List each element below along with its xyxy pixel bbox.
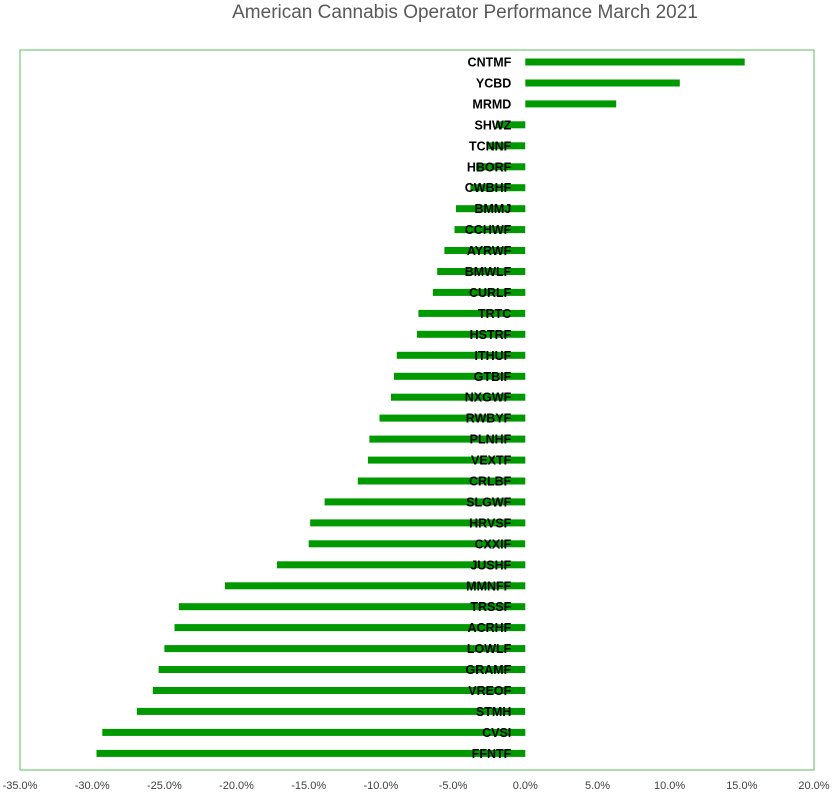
category-label-crlbf: CRLBF	[469, 475, 512, 489]
x-tick-label: -10.0%	[363, 780, 398, 792]
category-label-slgwf: SLGWF	[466, 495, 511, 509]
x-tick-label: 0.0%	[513, 780, 538, 792]
category-label-acrhf: ACRHF	[468, 621, 512, 635]
x-tick-label: -25.0%	[147, 780, 182, 792]
bar-vextf	[367, 456, 526, 464]
bar-ayrwf	[444, 247, 526, 254]
chart-title: American Cannabis Operator Performance M…	[232, 2, 698, 23]
bar-stmh	[136, 707, 526, 715]
category-label-curlf: CURLF	[469, 286, 512, 300]
bar-cwbhf	[470, 184, 526, 192]
bar-ffntf	[96, 749, 526, 757]
category-label-cvsi: CVSI	[482, 726, 511, 740]
x-tick-label: -35.0%	[3, 780, 38, 792]
x-tick-label: 15.0%	[726, 780, 757, 792]
category-label-shwz: SHWZ	[474, 118, 511, 132]
x-tick-label: 20.0%	[798, 780, 829, 792]
bar-mrmd	[525, 100, 617, 108]
bar-crlbf	[357, 477, 526, 485]
plot-area-border	[19, 49, 815, 771]
category-label-ayrwf: AYRWF	[467, 244, 512, 258]
category-label-nxgwf: NXGWF	[465, 391, 512, 405]
category-label-jushf: JUSHF	[470, 558, 511, 572]
category-labels-group: CNTMF YCBD MRMD SHWZ TCNNF HBORF CWBHF BMMJ CCHW…	[465, 56, 512, 761]
bar-gtbif	[393, 372, 526, 380]
bar-plnhf	[369, 435, 526, 443]
category-label-cntmf: CNTMF	[468, 56, 512, 70]
category-label-stmh: STMH	[476, 705, 511, 719]
bar-hrvsf	[310, 519, 526, 527]
category-label-gramf: GRAMF	[465, 663, 511, 677]
bar-jushf	[277, 561, 526, 569]
bar-cxxif	[308, 540, 526, 548]
bar-trssf	[178, 603, 526, 611]
x-tick-label: 10.0%	[654, 780, 685, 792]
bar-bmwlf	[437, 268, 526, 275]
x-tick-label: -5.0%	[439, 780, 468, 792]
category-label-plnhf: PLNHF	[470, 433, 512, 447]
category-label-bmwlf: BMWLF	[465, 265, 512, 279]
category-label-mrmd: MRMD	[472, 97, 511, 111]
bar-hstrf	[417, 330, 526, 338]
category-label-hstrf: HSTRF	[470, 328, 512, 342]
bar-acrhf	[174, 624, 526, 632]
x-tick-labels-group: -35.0% -30.0% -25.0% -20.0% -15.0% -10.0% -5.0…	[3, 780, 830, 792]
category-label-cchwf: CCHWF	[465, 223, 512, 237]
bar-mmnff	[225, 582, 526, 590]
x-tick-label: -15.0%	[291, 780, 326, 792]
category-label-bmmj: BMMJ	[474, 202, 511, 216]
bar-ithuf	[396, 351, 526, 359]
bar-hborf	[476, 163, 526, 171]
category-label-ycbd: YCBD	[476, 77, 511, 91]
x-tick-label: -30.0%	[75, 780, 110, 792]
bars-group	[96, 58, 745, 757]
bar-nxgwf	[391, 393, 526, 401]
bar-curlf	[432, 288, 526, 296]
x-tick-label: -20.0%	[219, 780, 254, 792]
bar-trtc	[418, 309, 526, 317]
bar-vreof	[152, 687, 526, 694]
category-label-hrvsf: HRVSF	[469, 516, 512, 530]
bar-tcnnf	[487, 142, 526, 150]
x-tick-label: 5.0%	[585, 780, 610, 792]
bar-ycbd	[525, 79, 680, 87]
category-label-cxxif: CXXIF	[474, 537, 511, 551]
category-label-trtc: TRTC	[478, 307, 511, 321]
category-label-cwbhf: CWBHF	[465, 181, 512, 195]
bar-shwz	[496, 121, 526, 129]
category-label-vreof: VREOF	[468, 684, 511, 698]
category-label-vextf: VEXTF	[471, 454, 512, 468]
category-label-trssf: TRSSF	[470, 600, 511, 614]
category-label-gtbif: GTBIF	[474, 370, 512, 384]
bar-lowlf	[164, 645, 526, 653]
bar-bmmj	[456, 205, 526, 213]
category-label-lowlf: LOWLF	[467, 642, 512, 656]
bar-cchwf	[454, 226, 526, 234]
category-label-mmnff: MMNFF	[466, 579, 511, 593]
category-label-tcnnf: TCNNF	[469, 139, 512, 153]
bar-cntmf	[525, 58, 745, 66]
category-label-ithuf: ITHUF	[474, 349, 511, 363]
bar-cvsi	[102, 728, 526, 736]
category-label-ffntf: FFNTF	[472, 747, 512, 761]
category-label-hborf: HBORF	[467, 160, 512, 174]
bar-rwbyf	[379, 414, 526, 422]
bar-gramf	[158, 666, 526, 673]
bar-slgwf	[324, 498, 526, 506]
category-label-rwbyf: RWBYF	[466, 412, 512, 426]
